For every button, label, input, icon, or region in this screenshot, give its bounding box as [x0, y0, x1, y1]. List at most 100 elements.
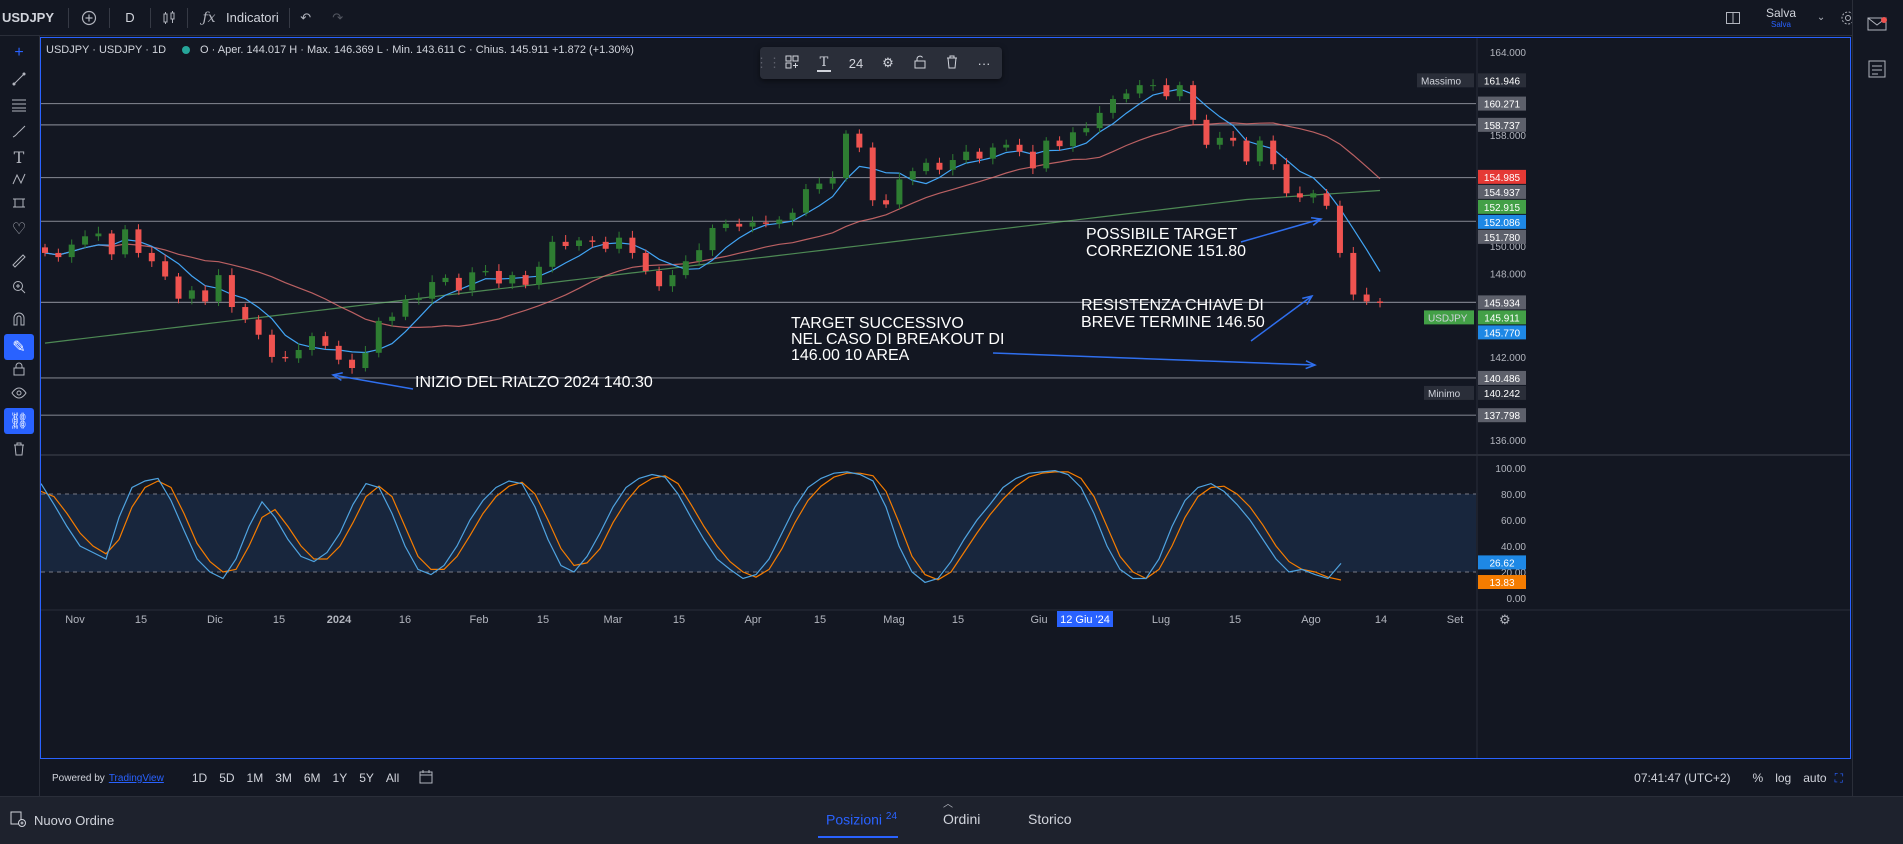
fullscreen-button[interactable]: ⛶ [1835, 771, 1843, 786]
chevron-down-icon: ⌄ [1816, 12, 1826, 23]
more-button[interactable]: ··· [968, 47, 1000, 79]
undo-button[interactable]: ↶ [290, 0, 322, 36]
tab-orders[interactable]: Ordini [943, 811, 980, 827]
brush-tool[interactable] [4, 120, 34, 146]
undo-icon: ↶ [300, 9, 312, 25]
new-order-button[interactable]: Nuovo Ordine [10, 811, 114, 830]
chart-background [41, 38, 1850, 758]
timeframe-5d[interactable]: 5D [219, 771, 235, 785]
redo-button[interactable]: ↷ [322, 0, 354, 36]
messages-button[interactable] [1867, 16, 1887, 37]
candle-body [722, 223, 729, 228]
candle-body [1136, 85, 1143, 94]
indicators-button[interactable]: ƒx Indicatori [188, 0, 289, 36]
candle-body [389, 316, 396, 321]
icons-tool[interactable]: ♡ [4, 216, 34, 242]
candles-icon [161, 7, 177, 29]
candle-body [976, 151, 983, 159]
candle-body [843, 133, 849, 179]
chart-svg[interactable]: 164.000158.000150.000148.000144.000142.0… [41, 38, 1850, 758]
fib-icon [11, 97, 27, 118]
clock[interactable]: 07:41:47 (UTC+2) [1634, 771, 1731, 785]
tab-positions[interactable]: Posizioni 24 [818, 811, 898, 838]
arrow-next-target[interactable] [992, 352, 1316, 366]
price-tick-label: 148.000 [1490, 270, 1527, 281]
candle-body [228, 275, 235, 308]
price-label-bg [1478, 370, 1526, 385]
font-size-value: 24 [848, 55, 864, 71]
fib-tool[interactable] [4, 94, 34, 120]
candle-body [896, 179, 903, 205]
candle-body [562, 241, 569, 246]
price-label-bg [1478, 408, 1526, 423]
candle-body [1123, 93, 1130, 100]
sync-drawings-tool[interactable]: ⛓ [4, 408, 34, 434]
lock-tool[interactable] [4, 358, 34, 384]
crosshair-tool[interactable]: + [4, 40, 34, 66]
panel-toggle[interactable]: ︿ [943, 795, 953, 810]
timeframe-5y[interactable]: 5Y [359, 771, 374, 785]
watchlist-button[interactable] [1867, 60, 1887, 83]
lock-drawing-button[interactable] [904, 47, 936, 79]
chart-container[interactable]: 164.000158.000150.000148.000144.000142.0… [40, 37, 1851, 759]
arrow-rally-start[interactable] [332, 374, 414, 390]
symbol-search[interactable]: USDJPY [0, 0, 68, 36]
time-tick-label: 14 [1375, 614, 1387, 626]
trend-line-tool[interactable] [4, 68, 34, 94]
visibility-tool[interactable] [4, 382, 34, 408]
tab-history[interactable]: Storico [1028, 811, 1072, 827]
price-label-bg [1478, 169, 1526, 184]
pattern-tool[interactable] [4, 168, 34, 194]
candle-body [255, 319, 262, 335]
timeframe-6m[interactable]: 6M [303, 771, 321, 785]
template-button[interactable] [776, 47, 808, 79]
text-color-button[interactable]: T [808, 47, 840, 79]
price-label-bg [1478, 214, 1526, 229]
drawing-settings-button[interactable]: ⚙ [872, 47, 904, 79]
time-tick-label: 15 [135, 614, 147, 626]
timeframe-bar: Powered by TradingView 1D 5D 1M 3M 6M 1Y 5Y All… [40, 762, 1851, 794]
measure-tool[interactable] [4, 250, 34, 276]
timeframe-all[interactable]: All [385, 771, 400, 785]
layout-button[interactable] [1713, 0, 1753, 36]
save-dropdown[interactable]: ⌄ [1809, 0, 1833, 36]
auto-scale-button[interactable]: auto [1803, 771, 1827, 785]
annotation-text: INIZIO DEL RIALZO 2024 140.30 [415, 374, 653, 391]
drag-handle[interactable]: ⋮⋮ [755, 47, 781, 79]
candle-body [736, 223, 743, 227]
candle-body [1283, 164, 1290, 194]
tradingview-link[interactable]: TradingView [108, 772, 164, 784]
percent-scale-button[interactable]: % [1752, 771, 1764, 785]
candle-body [1243, 140, 1250, 162]
time-tick-label: 15 [814, 614, 826, 626]
trash-icon [11, 441, 27, 462]
arrow-target-correction[interactable] [1240, 218, 1322, 243]
candle-body [923, 162, 930, 172]
price-label: 145.934 [1484, 298, 1521, 309]
timeframe-1m[interactable]: 1M [246, 771, 264, 785]
text-tool[interactable]: T [4, 144, 34, 170]
timeframe-1y[interactable]: 1Y [332, 771, 348, 785]
magnet-tool[interactable] [4, 308, 34, 334]
font-size-button[interactable]: 24 [840, 47, 872, 79]
candle-body [1270, 140, 1277, 165]
chart-type-button[interactable] [151, 0, 187, 36]
redo-icon: ↷ [332, 9, 344, 25]
delete-drawing-button[interactable] [936, 47, 968, 79]
timeframe-1d[interactable]: 1D [191, 771, 208, 785]
zoom-tool[interactable] [4, 276, 34, 302]
delete-drawings-tool[interactable] [4, 438, 34, 464]
arrow-resistance[interactable] [1250, 295, 1313, 342]
stoch-k-label-bg [1478, 555, 1526, 570]
stay-drawing-tool[interactable]: ✎ [4, 334, 34, 360]
candle-body [1323, 193, 1330, 206]
candle-body [215, 275, 222, 302]
prediction-tool[interactable] [4, 192, 34, 218]
save-button[interactable]: Salva Salva [1753, 0, 1809, 36]
interval-button[interactable]: D [110, 0, 150, 36]
log-scale-button[interactable]: log [1775, 771, 1792, 785]
timeframe-3m[interactable]: 3M [275, 771, 292, 785]
candle-body [1083, 128, 1090, 133]
date-range-button[interactable] [419, 769, 433, 787]
compare-button[interactable] [69, 0, 109, 36]
